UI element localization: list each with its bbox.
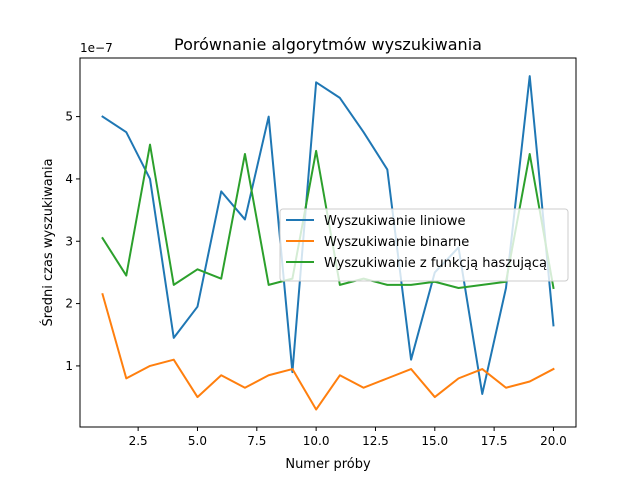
legend-label-2: Wyszukiwanie binarne <box>324 235 469 250</box>
y-tick-label: 5 <box>65 110 73 124</box>
y-tick-label: 3 <box>65 234 73 248</box>
x-tick-label: 5.0 <box>188 434 207 448</box>
x-axis-ticks: 2.5 5.0 7.5 10.0 12.5 15.0 17.5 20.0 <box>129 427 567 448</box>
legend: Wyszukiwanie liniowe Wyszukiwanie binarne… <box>279 208 569 282</box>
y-offset-label: 1e−7 <box>80 41 113 55</box>
y-axis-ticks: 1 2 3 4 5 <box>65 110 80 373</box>
x-tick-label: 7.5 <box>247 434 266 448</box>
legend-box <box>279 208 569 282</box>
series-line-2 <box>101 292 555 411</box>
y-tick-label: 1 <box>65 359 73 373</box>
y-tick-label: 2 <box>65 297 73 311</box>
legend-label-1: Wyszukiwanie liniowe <box>324 214 466 229</box>
x-tick-label: 15.0 <box>421 434 448 448</box>
chart-title: Porównanie algorytmów wyszukiwania <box>174 35 482 54</box>
y-tick-label: 4 <box>65 172 73 186</box>
x-tick-label: 12.5 <box>362 434 389 448</box>
legend-label-3: Wyszukiwanie z funkcją haszującą <box>324 256 547 271</box>
y-axis-label: Średni czas wyszukiwania <box>40 158 56 326</box>
x-tick-label: 2.5 <box>129 434 148 448</box>
plot-frame <box>79 57 577 428</box>
x-tick-label: 10.0 <box>303 434 330 448</box>
x-tick-label: 20.0 <box>540 434 567 448</box>
x-axis-label: Numer próby <box>285 457 371 472</box>
x-tick-label: 17.5 <box>481 434 508 448</box>
